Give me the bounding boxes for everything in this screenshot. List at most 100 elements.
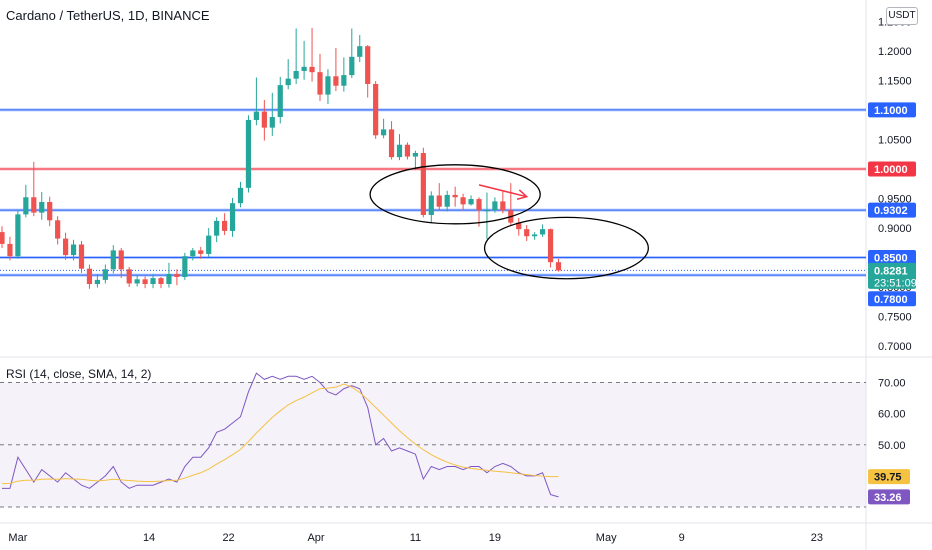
annotation-arrowhead [516,189,529,200]
candle-body [63,238,69,256]
candle-body [500,201,506,211]
last-price-badge: 0.8281 [874,265,908,277]
candle-body [277,85,283,118]
candle-body [126,269,132,284]
candle-body [253,111,259,120]
annotation-circle [483,216,649,280]
candle-body [55,220,61,239]
candle-body [190,250,196,257]
price-tick-label: 0.9500 [878,193,912,205]
candle-body [325,76,331,95]
candle-body [484,210,490,212]
candle-body [285,78,291,86]
candle-body [39,201,45,213]
level-price-badge-bg [868,202,916,218]
candle-body [206,235,212,254]
candle-body [532,234,538,237]
level-price-badge-bg [868,291,916,307]
candle-body [436,195,442,207]
level-price-badge-bg [868,161,916,177]
candle-body [150,278,156,285]
candle-body [142,279,148,285]
rsi-ma-line [1,383,559,485]
level-price-badge: 0.8500 [874,252,908,264]
annotation-arrow-shaft [478,184,527,198]
candle-body [357,46,363,57]
price-tick-label: 1.0500 [878,134,912,146]
candle-body [396,144,403,158]
candle-body [261,111,267,128]
candle-body [420,153,426,215]
price-tick-label: 1.2000 [878,46,912,58]
candle-body [349,56,355,76]
candle-body [341,75,347,86]
candle-body [70,244,77,256]
chart-title: Cardano / TetherUS, 1D, BINANCE [6,8,210,23]
annotation-circle [369,164,541,225]
time-tick-label: 22 [222,532,234,544]
candle-body [229,203,236,231]
candle-body [94,279,100,285]
candle-body [31,197,37,213]
rsi-tick-label: 50.00 [878,440,906,452]
candle-body [78,244,85,269]
candle-body [365,46,371,84]
candle-body [492,201,498,211]
rsi-pane [0,372,866,508]
rsi-value-badge-bg [868,489,910,505]
level-price-badge: 0.7800 [874,294,908,306]
rsi-value-badge: 33.26 [874,492,902,504]
time-tick-label: Apr [307,532,324,544]
last-price-badge-bg [868,262,916,289]
candle-body [47,201,53,221]
time-tick-label: 23 [811,532,823,544]
price-tick-label: 1.1500 [878,75,912,87]
candle-body [317,72,323,95]
rsi-value-badge-bg [868,469,910,485]
rsi-line [2,372,559,498]
candle-body [0,232,5,244]
time-axis: Mar 14 22 Apr 11 19 May 9 23 [8,532,823,544]
candle-body [158,278,164,285]
candle-body [333,76,339,86]
candle-body [412,153,418,157]
candle-body [373,83,379,136]
candle-body [388,129,395,158]
level-price-badge-bg [868,249,916,265]
currency-badge[interactable]: USDT [886,7,918,25]
candle-body [293,70,299,79]
candle-body [547,229,554,263]
candle-body [555,262,562,271]
rsi-value-badge: 39.75 [874,472,902,484]
time-tick-label: Mar [8,532,27,544]
rsi-title: RSI (14, close, SMA, 14, 2) [6,367,152,381]
candle-body [516,222,522,230]
candle-body [182,256,188,277]
time-tick-label: 19 [489,532,501,544]
time-tick-label: 11 [410,532,421,544]
candle-body [269,117,275,128]
candle-body [381,129,387,136]
candle-body [524,229,530,237]
last-price-badge-countdown: 23:51:09 [874,277,917,289]
candle-body [86,268,93,285]
candle-body [237,187,244,204]
candle-body [540,229,546,235]
time-tick-label: 14 [143,532,155,544]
candle-body [110,250,116,270]
candle-body [198,250,204,254]
candle-body [428,195,434,215]
price-tick-label: 0.7000 [878,341,912,353]
price-axis: 1.25001.20001.15001.10001.05001.00000.95… [868,16,917,505]
candle-body [102,269,108,280]
price-pane [0,27,866,289]
candle-body [468,199,474,205]
level-price-badge: 0.9302 [874,205,908,217]
time-tick-label: May [596,532,617,544]
candle-body [214,220,220,236]
candle-body [404,144,411,157]
candle-body [476,199,482,211]
level-price-badge-bg [868,102,916,118]
candle-body [118,250,124,270]
